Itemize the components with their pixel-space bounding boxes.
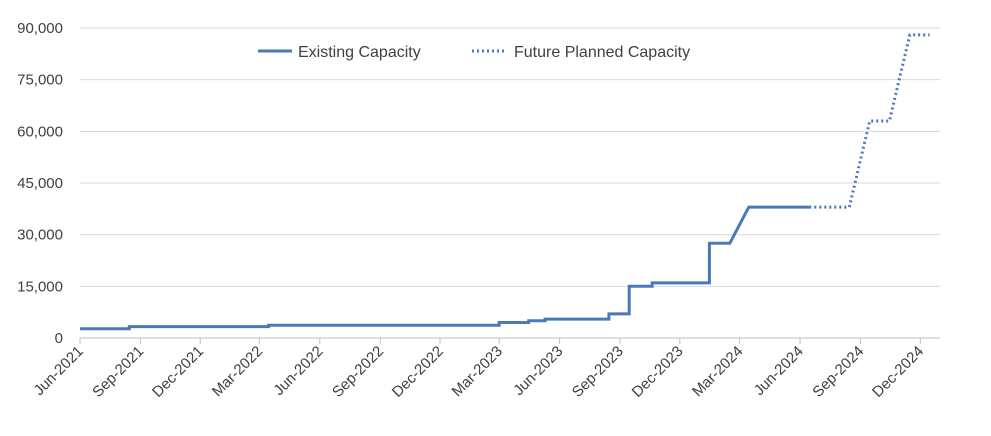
x-tick-label: Dec-2022 bbox=[389, 343, 447, 401]
x-tick-label: Dec-2024 bbox=[869, 343, 927, 401]
y-tick-label: 30,000 bbox=[17, 227, 63, 244]
y-axis-tick-labels: 0 15,000 30,000 45,000 60,000 75,000 90,000 bbox=[17, 20, 63, 347]
x-tick-label: Sep-2023 bbox=[569, 343, 627, 401]
y-tick-label: 60,000 bbox=[17, 123, 63, 140]
x-tick-label: Sep-2022 bbox=[329, 343, 387, 401]
x-tick-label: Jun-2021 bbox=[31, 343, 87, 399]
x-tick-label: Mar-2024 bbox=[689, 343, 746, 400]
x-tick-label: Jun-2024 bbox=[751, 343, 807, 399]
x-tick-label: Sep-2021 bbox=[89, 343, 147, 401]
series-lines bbox=[80, 33, 930, 331]
y-tick-label: 75,000 bbox=[17, 72, 63, 89]
series-line-future-planned-capacity bbox=[809, 33, 930, 209]
x-tick-label: Jun-2022 bbox=[270, 343, 326, 399]
x-tick-label: Mar-2023 bbox=[449, 343, 506, 400]
y-tick-label: 0 bbox=[55, 330, 63, 347]
x-tick-label: Sep-2024 bbox=[809, 343, 867, 401]
x-tick-label: Jun-2023 bbox=[510, 343, 566, 399]
y-tick-label: 15,000 bbox=[17, 278, 63, 295]
series-line-existing-capacity bbox=[80, 205, 810, 331]
x-tick-label: Mar-2022 bbox=[209, 343, 266, 400]
y-tick-label: 45,000 bbox=[17, 175, 63, 192]
legend-label: Existing Capacity bbox=[298, 44, 421, 61]
legend: Existing Capacity Future Planned Capacity bbox=[258, 44, 690, 61]
legend-label: Future Planned Capacity bbox=[514, 44, 690, 61]
x-axis: Jun-2021 Sep-2021 Dec-2021 Mar-2022 Jun-2022… bbox=[31, 337, 940, 401]
x-tick-label: Dec-2021 bbox=[149, 343, 207, 401]
y-tick-label: 90,000 bbox=[17, 20, 63, 37]
x-tick-label: Dec-2023 bbox=[629, 343, 687, 401]
gridlines bbox=[80, 27, 940, 339]
